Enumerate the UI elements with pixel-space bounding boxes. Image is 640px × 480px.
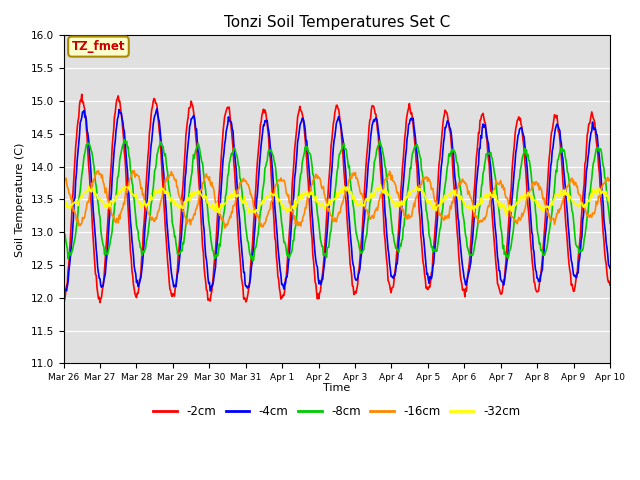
Legend: -2cm, -4cm, -8cm, -16cm, -32cm: -2cm, -4cm, -8cm, -16cm, -32cm [148,401,525,423]
Title: Tonzi Soil Temperatures Set C: Tonzi Soil Temperatures Set C [223,15,450,30]
X-axis label: Time: Time [323,384,350,394]
Text: TZ_fmet: TZ_fmet [72,40,125,53]
Y-axis label: Soil Temperature (C): Soil Temperature (C) [15,142,25,256]
